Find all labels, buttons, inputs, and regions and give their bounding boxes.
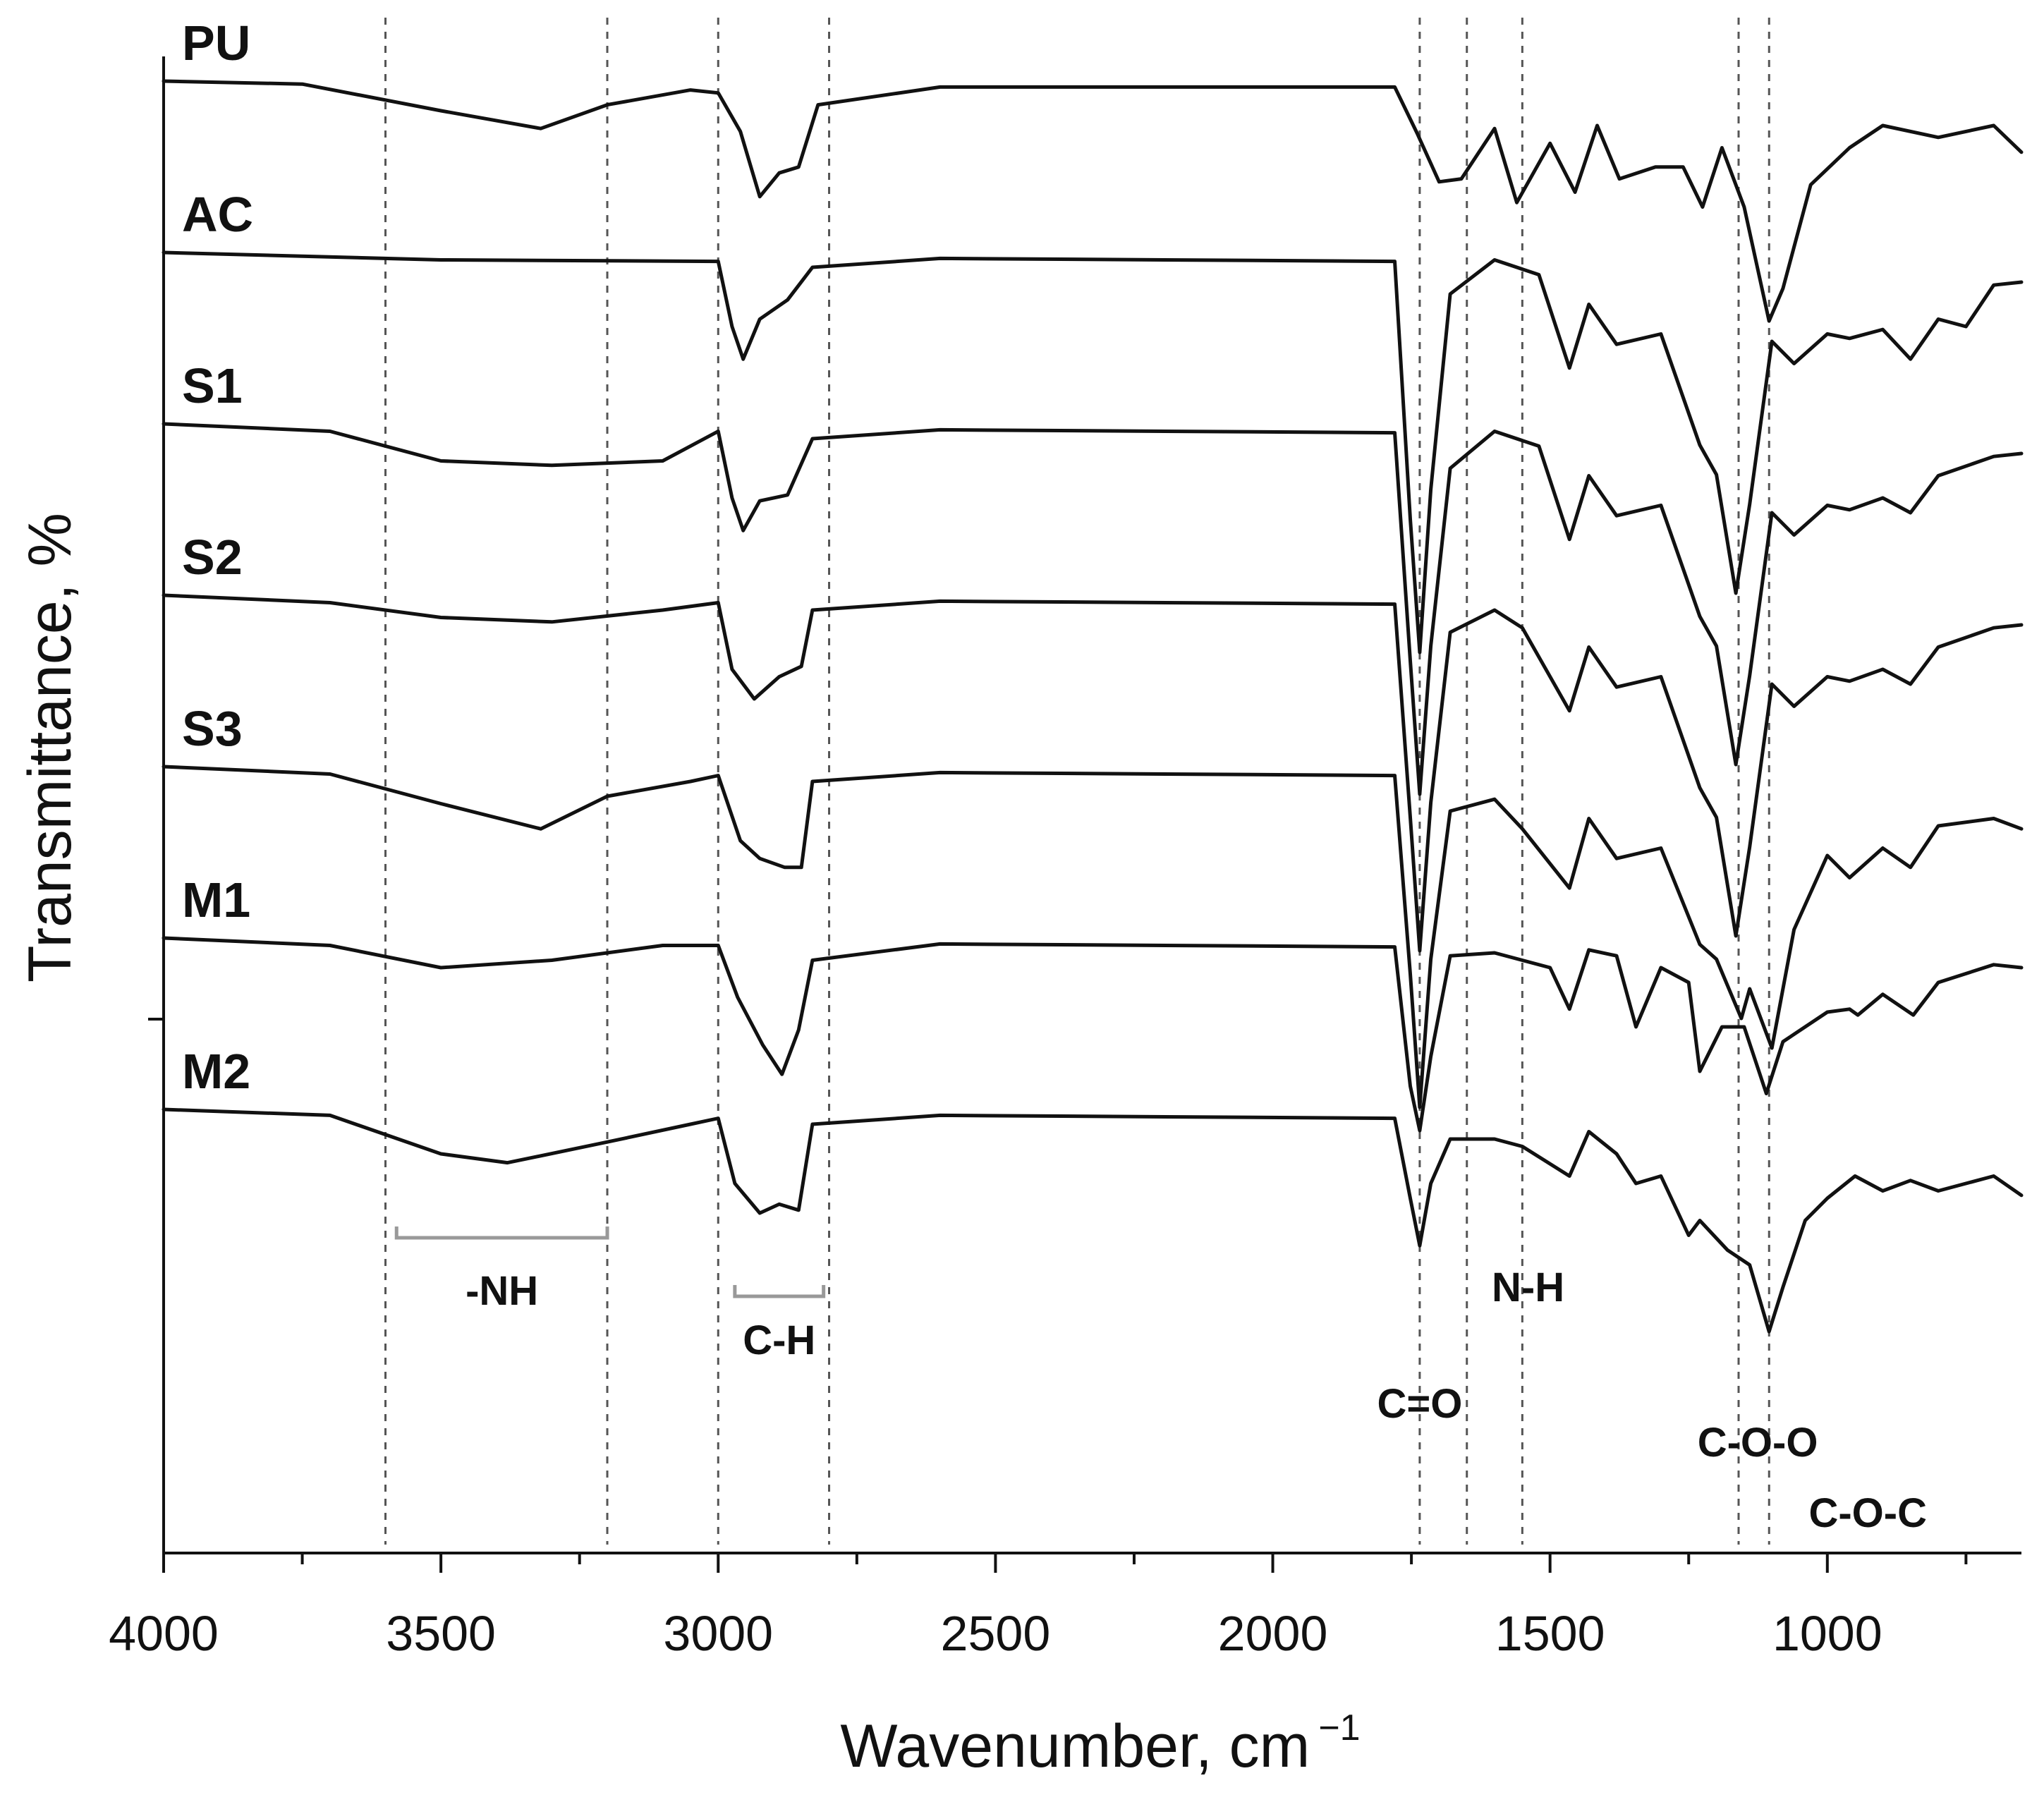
y-axis-title: Transmittance, %	[16, 513, 84, 982]
axes	[148, 56, 2021, 1554]
series-label-m2: M2	[182, 1044, 250, 1099]
series-line-m2	[162, 1107, 2024, 1334]
x-axis-ticks: 4000 3500 3000 2500 2000 1500 1000	[109, 1553, 1968, 1661]
x-tick-label-3000: 3000	[663, 1606, 773, 1661]
series-label-ac: AC	[182, 187, 253, 242]
series-labels: PU AC S1 S2 S3 M1 M2	[182, 16, 253, 1099]
series-line-m1	[162, 936, 2024, 1133]
x-tick-label-1500: 1500	[1495, 1606, 1605, 1661]
series-label-s2: S2	[182, 530, 243, 585]
series-label-s3: S3	[182, 701, 243, 756]
annotation-co: C=O	[1377, 1381, 1462, 1427]
annotation-labels: -NH C-H C=O N-H C-O-O C-O-C	[466, 1265, 1927, 1536]
annotation-coo: C-O-O	[1698, 1420, 1818, 1466]
annotation-brackets	[394, 1226, 826, 1298]
series-line-ac	[162, 250, 2024, 655]
annotation-coc: C-O-C	[1808, 1490, 1927, 1536]
x-axis-title: Wavenumber, cm −1	[840, 1707, 1360, 1780]
x-tick-label-4000: 4000	[109, 1606, 219, 1661]
series-line-s2	[162, 593, 2024, 953]
series-line-s1	[162, 422, 2024, 796]
x-tick-label-2000: 2000	[1218, 1606, 1328, 1661]
bracket-nh	[394, 1226, 609, 1240]
annotation-ch: C-H	[743, 1317, 815, 1363]
series-label-m1: M1	[182, 872, 250, 927]
x-tick-label-2500: 2500	[941, 1606, 1051, 1661]
series-label-s1: S1	[182, 358, 243, 413]
x-tick-label-3500: 3500	[386, 1606, 496, 1661]
reference-lines	[384, 18, 1770, 1545]
series-lines	[162, 79, 2024, 1334]
x-tick-label-1000: 1000	[1772, 1606, 1882, 1661]
series-line-s3	[162, 765, 2024, 1109]
annotation-nh: -NH	[466, 1268, 538, 1314]
series-line-pu	[162, 79, 2024, 323]
bracket-ch	[733, 1285, 826, 1298]
series-label-pu: PU	[182, 16, 250, 71]
annotation-nh: N-H	[1492, 1265, 1564, 1310]
